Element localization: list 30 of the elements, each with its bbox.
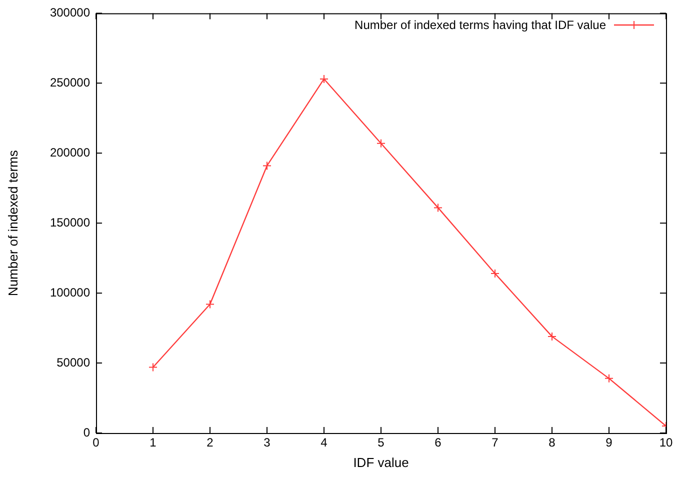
y-tick-label: 0 [83, 425, 90, 440]
point [548, 332, 556, 341]
point [148, 362, 158, 372]
y-axis-title: Number of indexed terms [5, 150, 20, 296]
point [490, 268, 500, 278]
y-tick-label: 50000 [56, 355, 90, 370]
point [604, 374, 614, 383]
y-tick-label: 100000 [50, 285, 90, 300]
x-tick-label: 10 [659, 436, 673, 450]
y-tick-label: 200000 [50, 145, 90, 160]
point [434, 203, 442, 212]
x-tick-label: 3 [264, 436, 271, 450]
point [320, 74, 328, 84]
x-tick-label: 9 [606, 436, 613, 450]
x-tick-label: 4 [320, 436, 328, 450]
y-tick-label: 150000 [50, 215, 90, 230]
point [262, 161, 272, 170]
x-tick-label: 6 [434, 436, 442, 450]
y-tick-label: 300000 [50, 6, 90, 20]
point [206, 300, 214, 309]
x-tick-label: 0 [92, 436, 100, 450]
y-tick-label: 250000 [50, 75, 90, 90]
x-tick-label: 7 [492, 436, 499, 450]
x-tick-label: 1 [150, 436, 157, 450]
x-tick-label: 5 [378, 436, 385, 450]
x-axis-title: IDF value [353, 454, 409, 470]
point [376, 138, 386, 148]
x-tick-label: 8 [548, 436, 556, 450]
x-tick-label: 2 [206, 436, 214, 450]
legend-label: Number of indexed terms having that IDF value [354, 18, 606, 32]
